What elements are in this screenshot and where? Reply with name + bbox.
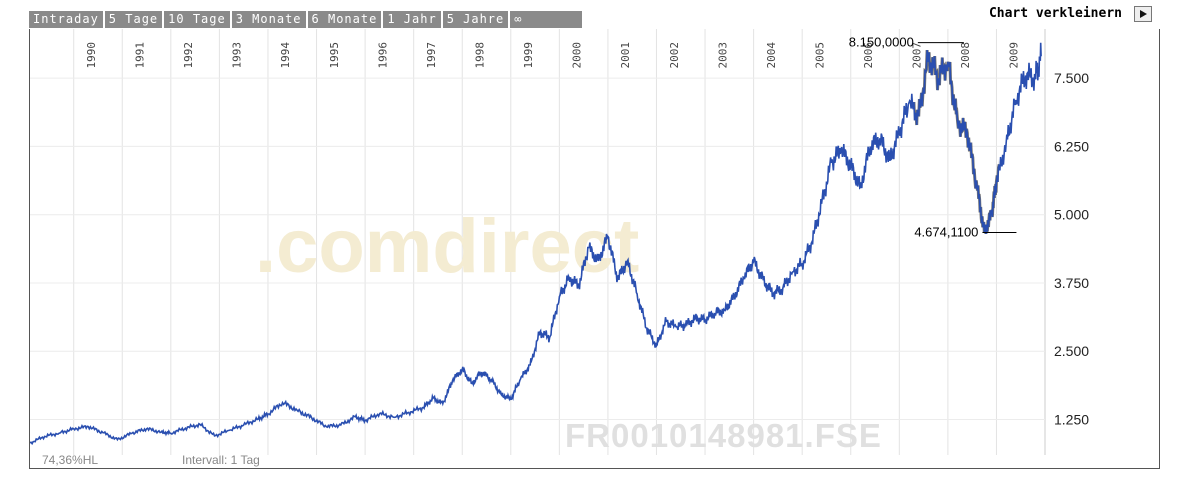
y-tick-label: 3.750 — [1054, 275, 1089, 291]
low-annotation: 4.674,1100 — [914, 224, 978, 239]
x-tick-label: 1998 — [474, 42, 487, 69]
y-tick-label: 6.250 — [1054, 138, 1089, 154]
tab-all[interactable]: ∞ — [510, 11, 585, 28]
x-tick-label: 2000 — [571, 42, 584, 69]
range-tabs: Intraday 5 Tage 10 Tage 3 Monate 6 Monat… — [29, 11, 585, 28]
x-tick-label: 2002 — [668, 42, 681, 69]
price-series-line — [29, 42, 1042, 446]
scale-label: 74,36%HL — [42, 453, 98, 467]
x-tick-label: 1990 — [85, 42, 98, 69]
tab-6-monate[interactable]: 6 Monate — [307, 11, 384, 28]
x-tick-label: 2004 — [765, 42, 778, 69]
x-tick-label: 2001 — [619, 42, 632, 69]
tab-intraday[interactable]: Intraday — [29, 11, 105, 28]
x-tick-label: 2008 — [959, 42, 972, 69]
watermark-symbol: FR0010148981.FSE — [565, 417, 882, 454]
interval-label: Intervall: 1 Tag — [182, 453, 260, 467]
x-tick-label: 2007 — [911, 42, 924, 69]
tab-5-tage[interactable]: 5 Tage — [104, 11, 165, 28]
x-tick-label: 2006 — [862, 42, 875, 69]
x-tick-label: 2009 — [1008, 42, 1021, 69]
x-tick-label: 2003 — [716, 42, 729, 69]
tab-5-jahre[interactable]: 5 Jahre — [442, 11, 511, 28]
y-tick-label: 7.500 — [1054, 70, 1089, 86]
watermark-brand: .comdirect — [255, 204, 639, 289]
x-tick-label: 1992 — [182, 42, 195, 69]
tab-1-jahr[interactable]: 1 Jahr — [383, 11, 443, 28]
tab-10-tage[interactable]: 10 Tage — [164, 11, 232, 28]
shrink-chart-button[interactable] — [1134, 6, 1152, 22]
play-right-icon — [1140, 10, 1147, 18]
tab-3-monate[interactable]: 3 Monate — [231, 11, 308, 28]
x-tick-label: 1995 — [328, 42, 341, 69]
y-tick-label: 1.250 — [1054, 412, 1089, 428]
x-tick-label: 2005 — [813, 42, 826, 69]
x-tick-label: 1994 — [279, 42, 292, 69]
y-tick-label: 5.000 — [1054, 207, 1089, 223]
x-tick-label: 1993 — [231, 42, 244, 69]
x-tick-label: 1999 — [522, 42, 535, 69]
shrink-chart-link[interactable]: Chart verkleinern — [988, 6, 1122, 21]
y-tick-label: 2.500 — [1054, 343, 1089, 359]
x-tick-label: 1997 — [425, 42, 438, 69]
x-tick-label: 1996 — [376, 42, 389, 69]
x-tick-label: 1991 — [134, 42, 147, 69]
high-annotation: 8.150,0000 — [849, 35, 914, 50]
